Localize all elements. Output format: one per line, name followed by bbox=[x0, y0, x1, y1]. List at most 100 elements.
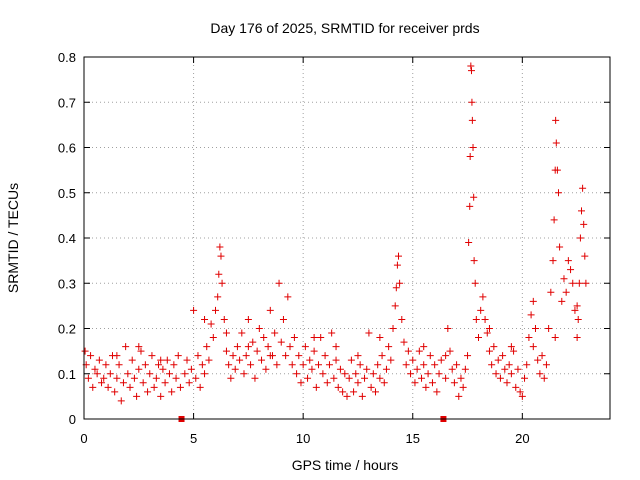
data-point bbox=[477, 306, 485, 314]
data-point bbox=[128, 356, 136, 364]
data-point bbox=[550, 216, 558, 224]
y-tick-label: 0.4 bbox=[58, 231, 76, 246]
data-point bbox=[271, 329, 279, 337]
data-point bbox=[170, 361, 178, 369]
data-point bbox=[198, 361, 206, 369]
data-point bbox=[358, 392, 366, 400]
data-point bbox=[472, 315, 480, 323]
data-point bbox=[556, 243, 564, 251]
data-point bbox=[507, 370, 515, 378]
data-point bbox=[469, 144, 477, 151]
data-point bbox=[312, 383, 320, 391]
data-point bbox=[341, 370, 349, 378]
data-point bbox=[501, 365, 509, 373]
data-point bbox=[155, 361, 163, 369]
data-point bbox=[141, 361, 149, 369]
data-point bbox=[437, 356, 445, 364]
data-point bbox=[220, 315, 228, 323]
data-point bbox=[499, 352, 507, 360]
data-point bbox=[392, 284, 400, 292]
data-point bbox=[84, 374, 92, 382]
data-point bbox=[310, 334, 318, 342]
data-point bbox=[382, 365, 390, 373]
data-point bbox=[490, 343, 498, 351]
data-point bbox=[453, 361, 461, 369]
data-point bbox=[576, 234, 584, 242]
data-point bbox=[574, 315, 582, 323]
data-point bbox=[387, 356, 395, 364]
data-point bbox=[244, 343, 252, 351]
data-point bbox=[516, 388, 524, 396]
data-point bbox=[290, 334, 298, 342]
data-point bbox=[400, 338, 408, 346]
data-point bbox=[376, 334, 384, 342]
data-point bbox=[564, 257, 572, 265]
data-point bbox=[98, 379, 106, 387]
data-point bbox=[448, 365, 456, 373]
data-point bbox=[562, 288, 570, 296]
data-point bbox=[481, 315, 489, 323]
x-tick-label: 0 bbox=[80, 431, 87, 446]
data-point bbox=[492, 370, 500, 378]
data-point bbox=[378, 352, 386, 360]
data-point bbox=[242, 352, 250, 360]
data-point bbox=[354, 379, 362, 387]
data-point bbox=[507, 343, 515, 351]
data-point bbox=[475, 334, 482, 342]
data-point bbox=[483, 329, 491, 337]
data-point bbox=[363, 365, 371, 373]
data-point bbox=[332, 343, 340, 351]
data-point bbox=[376, 374, 384, 382]
data-point bbox=[553, 166, 561, 174]
data-point bbox=[409, 356, 417, 364]
data-point bbox=[102, 361, 110, 369]
data-point bbox=[371, 388, 379, 396]
data-point bbox=[531, 325, 539, 332]
data-point bbox=[345, 374, 353, 382]
data-point bbox=[244, 315, 252, 323]
x-tick-label: 10 bbox=[296, 431, 310, 446]
data-point bbox=[185, 379, 193, 387]
data-point bbox=[464, 352, 472, 360]
data-point bbox=[100, 374, 108, 382]
x-tick-labels: 0 5 10 15 20 bbox=[80, 431, 529, 446]
data-point bbox=[146, 370, 154, 378]
data-point bbox=[222, 347, 230, 355]
data-point bbox=[523, 361, 531, 369]
data-point bbox=[255, 325, 263, 332]
data-point bbox=[266, 352, 274, 360]
data-point bbox=[111, 388, 119, 396]
data-point bbox=[442, 374, 450, 382]
data-point bbox=[536, 370, 544, 378]
data-point bbox=[361, 374, 369, 382]
data-point bbox=[465, 239, 473, 247]
data-point bbox=[172, 374, 180, 382]
data-point bbox=[488, 361, 496, 369]
data-point bbox=[157, 356, 165, 364]
data-point bbox=[575, 279, 583, 287]
data-point bbox=[122, 343, 130, 351]
data-point bbox=[569, 279, 577, 287]
data-point bbox=[542, 361, 550, 369]
data-point bbox=[529, 297, 537, 305]
data-point bbox=[215, 270, 223, 278]
data-point bbox=[218, 279, 226, 287]
data-point bbox=[297, 379, 305, 387]
data-point bbox=[253, 347, 261, 355]
data-point bbox=[87, 352, 95, 360]
data-point bbox=[518, 392, 526, 400]
data-point bbox=[247, 361, 255, 369]
data-point bbox=[580, 220, 588, 228]
axis-ticks bbox=[83, 56, 610, 420]
data-point bbox=[428, 379, 436, 387]
data-point bbox=[391, 302, 399, 310]
data-point bbox=[336, 365, 344, 373]
data-point bbox=[420, 343, 428, 351]
data-point bbox=[538, 352, 546, 360]
data-point bbox=[503, 379, 511, 387]
data-point bbox=[510, 347, 518, 355]
data-point bbox=[433, 388, 441, 396]
data-point bbox=[527, 311, 535, 319]
data-point bbox=[321, 352, 329, 360]
data-point bbox=[217, 252, 225, 260]
